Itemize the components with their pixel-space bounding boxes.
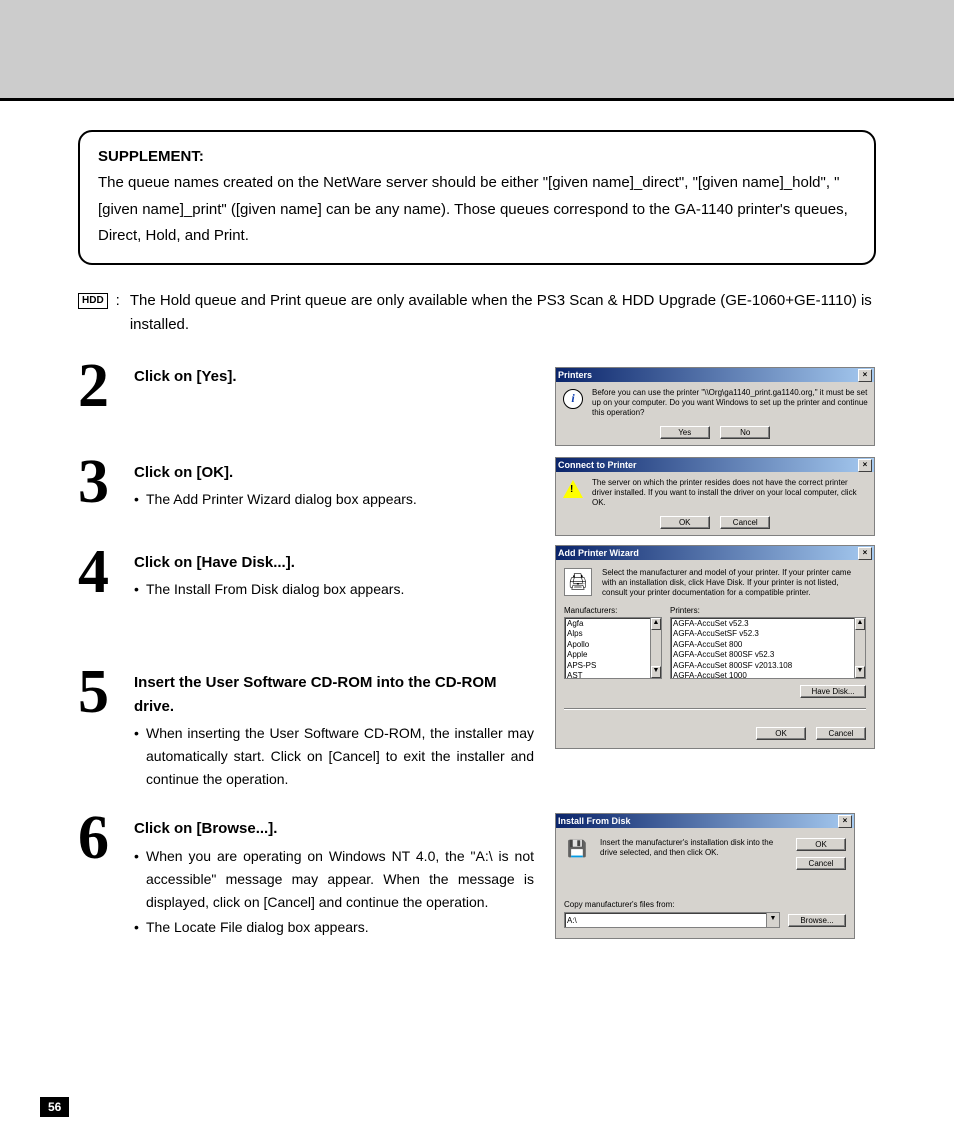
supplement-box: SUPPLEMENT: The queue names created on t…	[78, 130, 876, 265]
dialog-printers: Printers × i Before you can use the prin…	[555, 367, 875, 446]
ok-button[interactable]: OK	[756, 727, 806, 740]
list-item: The Add Printer Wizard dialog box appear…	[134, 488, 534, 511]
step-bullets: The Install From Disk dialog box appears…	[134, 578, 534, 601]
hdd-colon: :	[116, 289, 120, 337]
screenshots-column: Printers × i Before you can use the prin…	[555, 367, 875, 1007]
list-item[interactable]: AGFA-AccuSet 1000	[673, 671, 863, 679]
step-body: Click on [Yes].	[134, 359, 546, 388]
supplement-text: The queue names created on the NetWare s…	[98, 174, 848, 244]
scrollbar[interactable]: ▲ ▼	[650, 618, 661, 678]
step-title: Click on [Yes].	[134, 365, 534, 388]
titlebar: Connect to Printer ×	[556, 458, 874, 472]
close-icon[interactable]: ×	[838, 815, 852, 828]
close-icon[interactable]: ×	[858, 547, 872, 560]
printers-label: Printers:	[670, 606, 866, 615]
header-rule	[0, 98, 954, 101]
list-item[interactable]: Apollo	[567, 640, 659, 650]
step-body: Click on [Have Disk...]. The Install From…	[134, 545, 546, 603]
wizard-intro-text: Select the manufacturer and model of you…	[602, 568, 864, 598]
list-item[interactable]: AST	[567, 671, 659, 679]
close-icon[interactable]: ×	[858, 459, 872, 472]
printer-icon: 🖨	[564, 568, 592, 596]
dialog-text: The server on which the printer resides …	[592, 478, 868, 508]
cancel-button[interactable]: Cancel	[720, 516, 770, 529]
step-number: 5	[78, 665, 134, 721]
list-item[interactable]: AGFA-AccuSet 800SF v52.3	[673, 650, 863, 660]
warning-icon	[562, 478, 584, 500]
titlebar: Printers ×	[556, 368, 874, 382]
step-number: 4	[78, 545, 134, 601]
step-body: Click on [OK]. The Add Printer Wizard dia…	[134, 455, 546, 513]
scrollbar[interactable]: ▲ ▼	[854, 618, 865, 678]
info-icon: i	[562, 388, 584, 410]
step-number: 6	[78, 811, 134, 867]
list-item[interactable]: AGFA-AccuSet 800SF v2013.108	[673, 661, 863, 671]
manufacturers-label: Manufacturers:	[564, 606, 662, 615]
separator	[564, 708, 866, 709]
titlebar: Install From Disk ×	[556, 814, 854, 828]
list-item: When inserting the User Software CD-ROM,…	[134, 722, 534, 791]
list-item[interactable]: Apple	[567, 650, 659, 660]
step-bullets: When inserting the User Software CD-ROM,…	[134, 722, 534, 791]
manufacturers-listbox[interactable]: AgfaAlpsApolloAppleAPS-PSASTAT&T ▲ ▼	[564, 617, 662, 679]
page: SUPPLEMENT: The queue names created on t…	[0, 0, 954, 1145]
cancel-button[interactable]: Cancel	[796, 857, 846, 870]
ok-button[interactable]: OK	[796, 838, 846, 851]
step-number: 2	[78, 359, 134, 415]
supplement-title: SUPPLEMENT:	[98, 148, 204, 165]
yes-button[interactable]: Yes	[660, 426, 710, 439]
path-combobox[interactable]: A:\ ▼	[564, 912, 780, 928]
list-item[interactable]: AGFA-AccuSet v52.3	[673, 619, 863, 629]
step-body: Click on [Browse...]. When you are operat…	[134, 811, 546, 941]
step-bullets: The Add Printer Wizard dialog box appear…	[134, 488, 534, 511]
hdd-note: HDD : The Hold queue and Print queue are…	[78, 289, 876, 337]
ok-button[interactable]: OK	[660, 516, 710, 529]
hdd-icon: HDD	[78, 293, 108, 309]
step-title: Click on [Browse...].	[134, 817, 534, 840]
dialog-install-from-disk: Install From Disk × 💾 Insert the manufac…	[555, 813, 855, 939]
page-number: 56	[40, 1097, 69, 1117]
list-item: The Locate File dialog box appears.	[134, 916, 534, 939]
title-text: Install From Disk	[558, 816, 631, 826]
step-title: Click on [OK].	[134, 461, 534, 484]
step-title: Insert the User Software CD-ROM into the…	[134, 671, 534, 718]
title-text: Connect to Printer	[558, 460, 637, 470]
header-band	[0, 0, 954, 98]
cancel-button[interactable]: Cancel	[816, 727, 866, 740]
printers-listbox[interactable]: AGFA-AccuSet v52.3AGFA-AccuSetSF v52.3AG…	[670, 617, 866, 679]
dialog-text: Before you can use the printer "\\Org\ga…	[592, 388, 868, 418]
titlebar: Add Printer Wizard ×	[556, 546, 874, 560]
step-title: Click on [Have Disk...].	[134, 551, 534, 574]
title-text: Printers	[558, 370, 592, 380]
list-item[interactable]: Alps	[567, 629, 659, 639]
hdd-text: The Hold queue and Print queue are only …	[130, 289, 876, 337]
title-text: Add Printer Wizard	[558, 548, 639, 558]
step-number: 3	[78, 455, 134, 511]
browse-button[interactable]: Browse...	[788, 914, 846, 927]
step-body: Insert the User Software CD-ROM into the…	[134, 665, 546, 793]
no-button[interactable]: No	[720, 426, 770, 439]
list-item[interactable]: AGFA-AccuSet 800	[673, 640, 863, 650]
list-item[interactable]: Agfa	[567, 619, 659, 629]
dialog-add-printer-wizard: Add Printer Wizard × 🖨 Select the manufa…	[555, 545, 875, 749]
close-icon[interactable]: ×	[858, 369, 872, 382]
disk-icon: 💾	[564, 838, 590, 860]
have-disk-button[interactable]: Have Disk...	[800, 685, 866, 698]
list-item[interactable]: AGFA-AccuSetSF v52.3	[673, 629, 863, 639]
step-bullets: When you are operating on Windows NT 4.0…	[134, 845, 534, 939]
combo-value: A:\	[567, 916, 577, 925]
list-item: When you are operating on Windows NT 4.0…	[134, 845, 534, 914]
prompt-text: Insert the manufacturer's installation d…	[600, 838, 786, 870]
dialog-connect-to-printer: Connect to Printer × The server on which…	[555, 457, 875, 536]
list-item: The Install From Disk dialog box appears…	[134, 578, 534, 601]
chevron-down-icon[interactable]: ▼	[766, 913, 779, 927]
copy-from-label: Copy manufacturer's files from:	[564, 900, 846, 909]
list-item[interactable]: APS-PS	[567, 661, 659, 671]
